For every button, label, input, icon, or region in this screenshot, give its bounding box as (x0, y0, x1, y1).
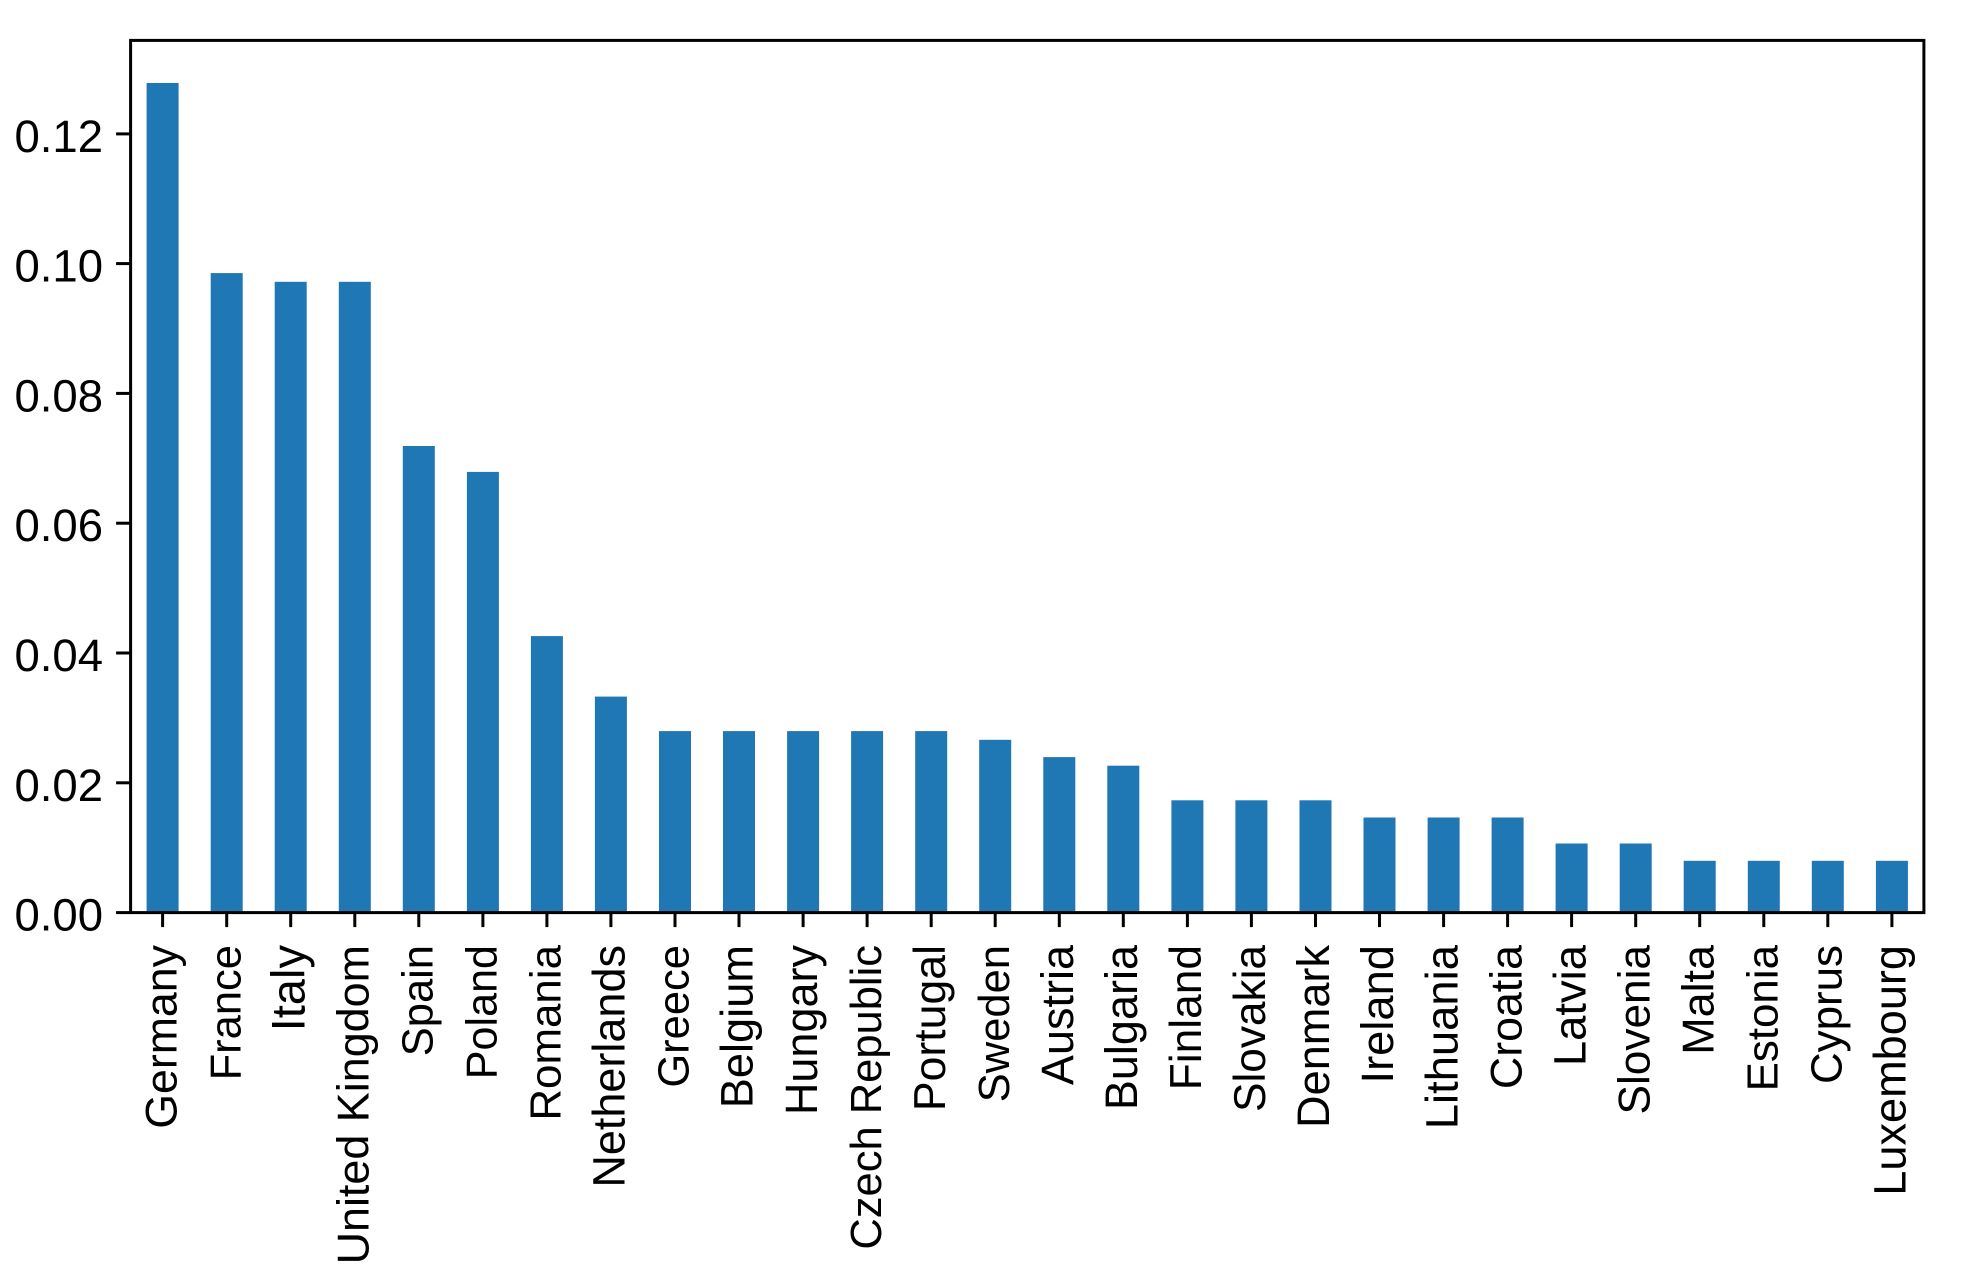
svg-text:Bulgaria: Bulgaria (1096, 944, 1147, 1110)
svg-text:Sweden: Sweden (971, 945, 1019, 1102)
svg-text:Slovakia: Slovakia (1226, 945, 1275, 1112)
svg-text:Germany: Germany (137, 944, 186, 1128)
svg-text:Greece: Greece (651, 945, 699, 1088)
svg-text:Portugal: Portugal (906, 945, 955, 1111)
svg-text:0.04: 0.04 (14, 630, 103, 681)
svg-text:Lithuania: Lithuania (1416, 944, 1467, 1129)
svg-text:Spain: Spain (395, 945, 443, 1056)
svg-text:Ireland: Ireland (1352, 945, 1403, 1084)
svg-text:Italy: Italy (261, 945, 314, 1032)
svg-text:Cyprus: Cyprus (1803, 945, 1852, 1084)
svg-text:0.08: 0.08 (14, 370, 103, 421)
svg-text:Czech Republic: Czech Republic (843, 945, 891, 1250)
svg-text:Belgium: Belgium (712, 945, 763, 1108)
svg-text:Estonia: Estonia (1739, 944, 1788, 1091)
svg-text:Slovenia: Slovenia (1610, 945, 1659, 1115)
svg-text:0.00: 0.00 (14, 890, 103, 941)
svg-text:Denmark: Denmark (1288, 945, 1339, 1128)
svg-text:Malta: Malta (1672, 945, 1723, 1055)
svg-text:Poland: Poland (459, 945, 507, 1079)
svg-text:Luxembourg: Luxembourg (1865, 945, 1916, 1196)
svg-text:0.02: 0.02 (14, 760, 103, 811)
svg-text:Finland: Finland (1162, 945, 1211, 1090)
svg-text:0.10: 0.10 (14, 241, 103, 292)
svg-text:Austria: Austria (1032, 944, 1083, 1085)
svg-text:0.06: 0.06 (14, 500, 103, 551)
svg-text:Netherlands: Netherlands (584, 945, 635, 1188)
svg-text:Latvia: Latvia (1544, 944, 1595, 1066)
svg-text:Hungary: Hungary (776, 945, 827, 1116)
svg-text:France: France (202, 945, 250, 1080)
svg-text:0.12: 0.12 (14, 111, 103, 162)
svg-text:Croatia: Croatia (1482, 945, 1531, 1089)
svg-text:Romania: Romania (522, 944, 571, 1120)
svg-text:United Kingdom: United Kingdom (328, 945, 379, 1264)
